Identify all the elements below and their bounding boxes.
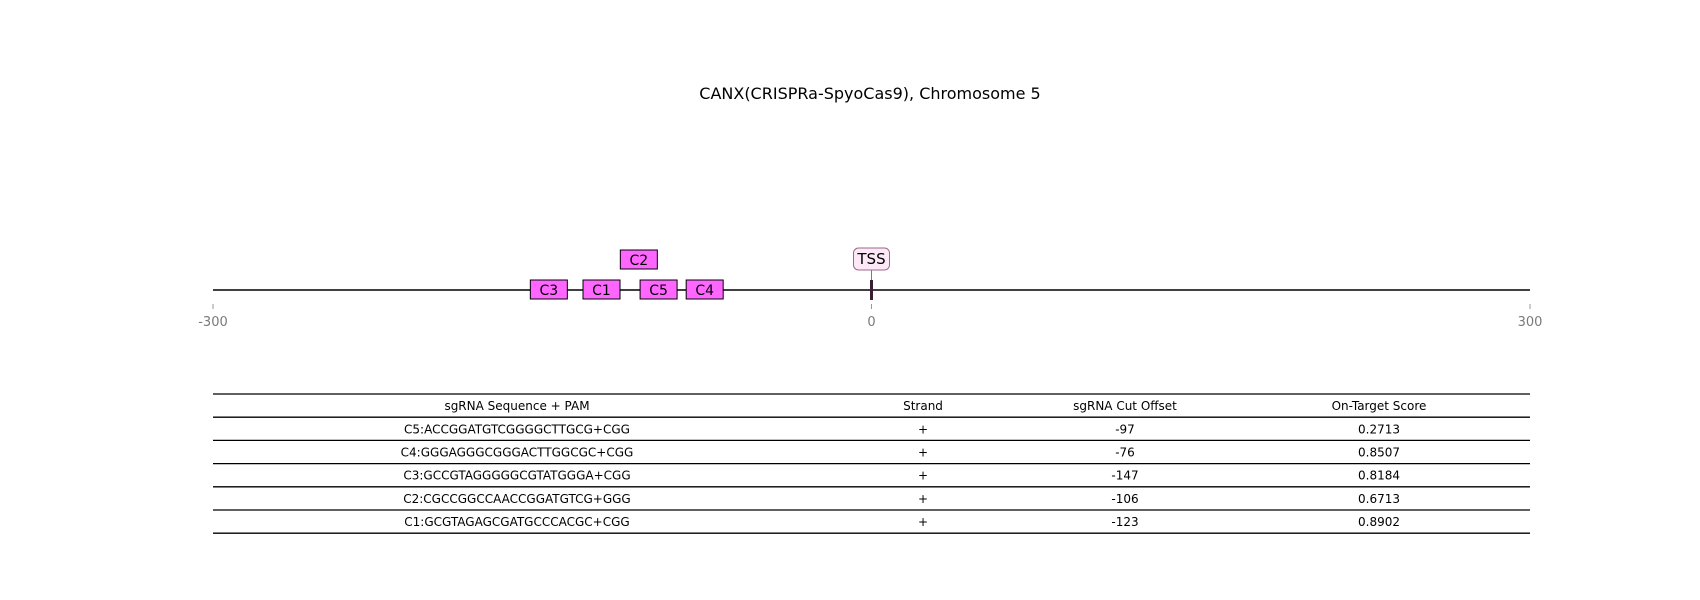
axis-tick-label: -300 [198, 315, 228, 330]
tss-label-box [853, 247, 890, 271]
table-cell: -147 [1111, 469, 1138, 483]
table-cell: + [918, 469, 928, 483]
guide-table: sgRNA Sequence + PAM Strand sgRNA Cut Offs… [213, 393, 1530, 534]
guide-box-c5 [639, 279, 678, 300]
table-cell: -123 [1111, 515, 1138, 529]
table-cell: + [918, 492, 928, 506]
guide-box-c1 [582, 279, 621, 300]
table-cell: -97 [1115, 422, 1135, 436]
chart-title: CANX(CRISPRa-SpyoCas9), Chromosome 5 [699, 84, 1040, 103]
guide-label-c3: C3 [539, 283, 558, 299]
table-cell: 0.8902 [1358, 515, 1400, 529]
guide-track: -300 0 300 TSS C3 C1 C5 C4 C2 [198, 247, 1543, 330]
table-cell: 0.8507 [1358, 446, 1400, 460]
table-cell: + [918, 446, 928, 460]
guide-label-c5: C5 [649, 283, 668, 299]
guide-box-c3 [529, 279, 568, 300]
table-cell: C4:GGGAGGGCGGGACTTGGCGC+CGG [401, 446, 634, 460]
guide-label-c1: C1 [592, 283, 611, 299]
table-cell: 0.6713 [1358, 492, 1400, 506]
axis-tick-label: 0 [867, 315, 875, 330]
table-header-cell: Strand [903, 399, 943, 413]
table-cell: C3:GCCGTAGGGGGCGTATGGGA+CGG [403, 469, 630, 483]
table-cell: C2:CGCCGGCCAACCGGATGTCG+GGG [403, 492, 630, 506]
table-header-cell: sgRNA Sequence + PAM [444, 399, 589, 413]
axis-tick-label: 300 [1518, 315, 1543, 330]
table-cell: C5:ACCGGATGTCGGGGCTTGCG+CGG [404, 422, 630, 436]
table-cell: C1:GCGTAGAGCGATGCCCACGC+CGG [404, 515, 629, 529]
table-cell: + [918, 515, 928, 529]
table-cell: 0.8184 [1358, 469, 1400, 483]
table-header-cell: sgRNA Cut Offset [1073, 399, 1177, 413]
guide-box-c4 [685, 279, 724, 300]
table-cell: 0.2713 [1358, 422, 1400, 436]
guide-label-c2: C2 [629, 253, 648, 269]
table-cell: -76 [1115, 446, 1135, 460]
guide-box-c2 [619, 249, 658, 270]
table-header-cell: On-Target Score [1332, 399, 1427, 413]
table-cell: -106 [1111, 492, 1138, 506]
guide-label-c4: C4 [695, 283, 714, 299]
table-cell: + [918, 422, 928, 436]
tss-label: TSS [856, 250, 885, 268]
